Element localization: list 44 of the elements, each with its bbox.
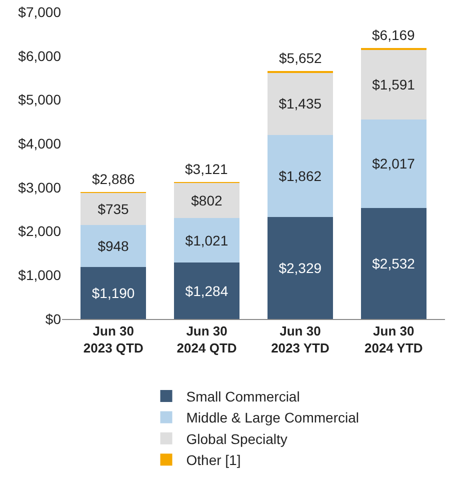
x-tick-label: Jun 30 2023 YTD	[271, 324, 330, 356]
y-tick-label: $6,000	[18, 48, 62, 64]
bar	[268, 72, 333, 136]
data-label: $1,021	[185, 232, 228, 248]
data-label: $1,435	[278, 96, 322, 112]
bar	[360, 50, 426, 120]
data-label: $1,190	[92, 284, 135, 301]
y-tick-label: $5,000	[18, 92, 62, 108]
bar	[80, 266, 146, 319]
legend-label: Global Specialty	[186, 430, 288, 447]
bar	[80, 193, 146, 226]
data-label: $802	[191, 192, 222, 208]
bar	[174, 218, 240, 263]
bar	[360, 119, 426, 208]
data-label: $735	[98, 201, 130, 218]
legend-label: Small Commercial	[186, 388, 300, 404]
total-label: $2,886	[92, 171, 136, 187]
bar	[174, 262, 240, 319]
data-label: $948	[98, 238, 130, 254]
bar	[80, 225, 146, 267]
y-tick-label: $0	[45, 310, 62, 327]
y-tick-label: $3,000	[18, 179, 62, 196]
total-label: $6,169	[372, 27, 416, 43]
data-label: $2,329	[278, 260, 322, 276]
data-label: $2,017	[372, 156, 416, 172]
x-tick-label: Jun 30 2024 YTD	[364, 324, 423, 356]
total-label: $5,652	[279, 50, 322, 66]
data-label: $2,532	[372, 255, 416, 272]
legend-label: Other [1]	[186, 452, 241, 468]
y-tick-label: $2,000	[18, 223, 62, 240]
y-tick-label: $7,000	[18, 4, 62, 20]
y-tick-label: $4,000	[18, 135, 62, 152]
x-tick-label: Jun 30 2023 QTD	[83, 324, 144, 356]
total-label: $3,121	[185, 161, 228, 177]
bar	[174, 182, 240, 218]
bar	[360, 208, 426, 319]
data-label: $1,284	[185, 282, 228, 299]
bar	[268, 135, 333, 217]
data-label: $1,862	[278, 168, 322, 184]
data-label: $1,591	[372, 76, 416, 93]
legend-label: Middle & Large Commercial	[186, 410, 359, 426]
x-tick-label: Jun 30 2024 QTD	[176, 324, 237, 356]
bar	[268, 216, 333, 319]
y-tick-label: $1,000	[18, 267, 62, 284]
